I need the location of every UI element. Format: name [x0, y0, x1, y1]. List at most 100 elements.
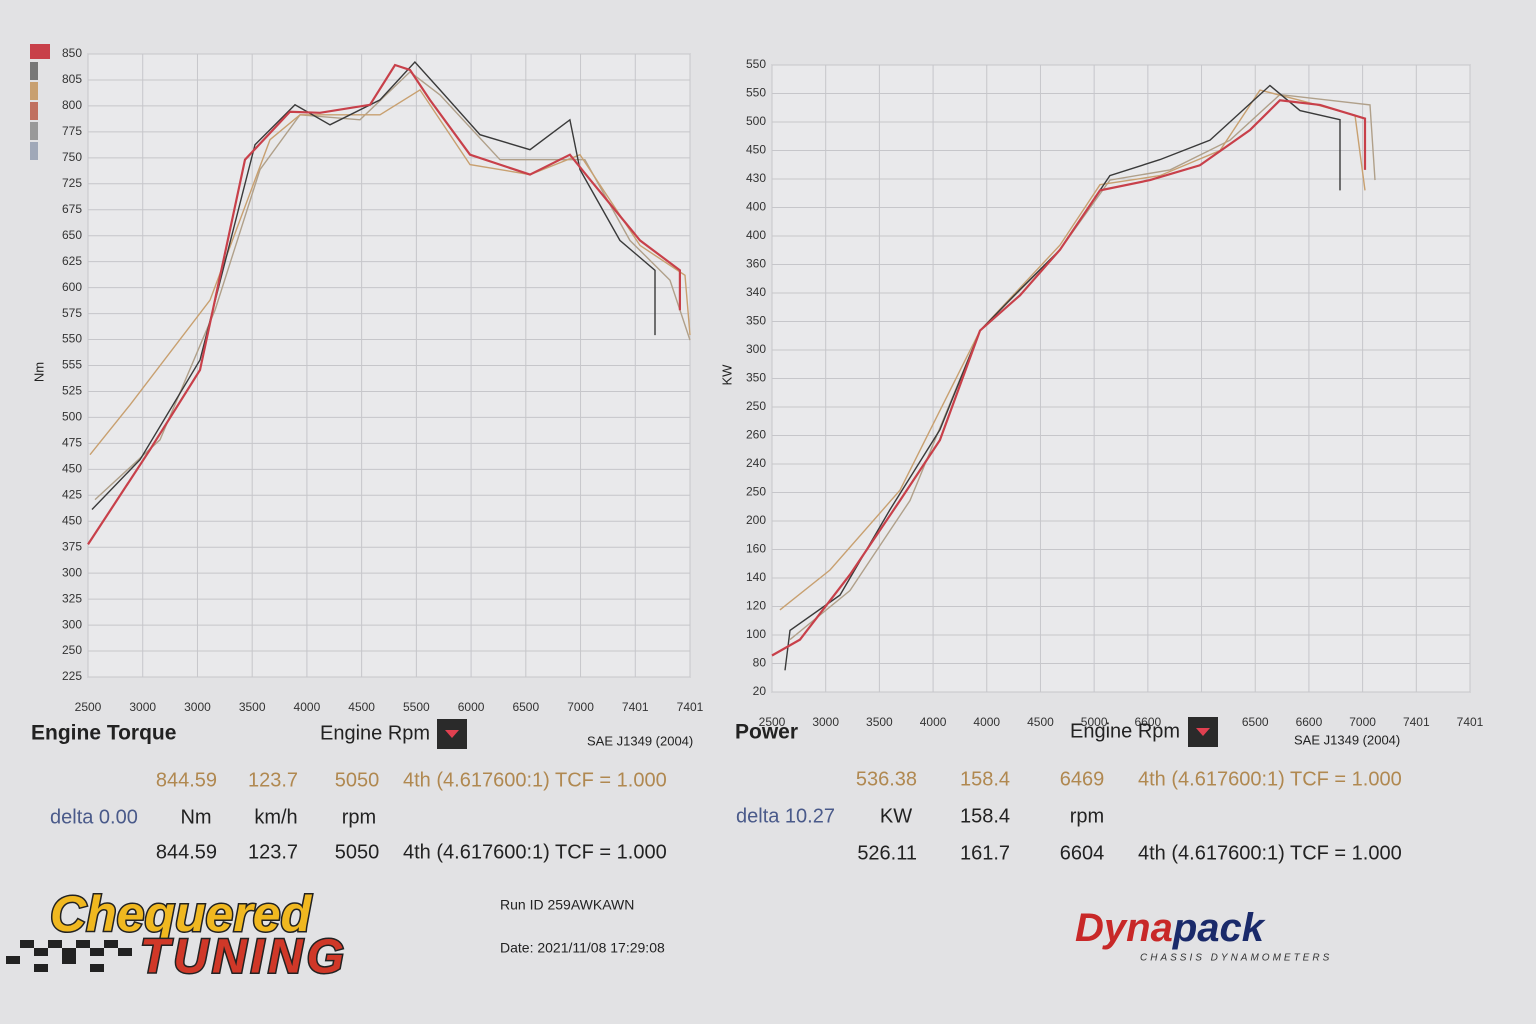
x-tick-label: 6600	[1296, 715, 1323, 729]
y-tick-label: 650	[62, 228, 82, 242]
readout-cursor: 844.59	[156, 769, 217, 791]
x-tick-label: 7000	[567, 700, 594, 714]
y-tick-label: 800	[62, 98, 82, 112]
series-line	[89, 88, 691, 456]
x-tick-label: 7401	[1457, 715, 1484, 729]
x-tick-label: 7401	[622, 700, 649, 714]
chart-title: Engine Torque	[31, 722, 176, 745]
x-tick-label: 7000	[1349, 715, 1376, 729]
y-tick-label: 160	[746, 542, 766, 556]
y-tick-label: 450	[62, 462, 82, 476]
readout-cursor: 123.7	[248, 769, 298, 791]
y-tick-label: 120	[746, 599, 766, 613]
y-tick-label: 300	[746, 342, 766, 356]
y-tick-label: 450	[746, 143, 766, 157]
y-axis-label: Nm	[31, 362, 46, 382]
x-tick-label: 6000	[458, 700, 485, 714]
y-tick-label: 200	[746, 513, 766, 527]
readout-reference: 6604	[1060, 842, 1105, 864]
x-tick-label: 7401	[1403, 715, 1430, 729]
readout-unit: 158.4	[960, 805, 1010, 827]
readout-cursor: 6469	[1060, 768, 1105, 790]
date: Date: 2021/11/08 17:29:08	[500, 940, 665, 956]
readout-reference: 123.7	[248, 841, 298, 863]
x-tick-label: 3000	[812, 715, 839, 729]
x-tick-label: 4500	[1027, 715, 1054, 729]
readout-delta: delta 0.00	[50, 806, 138, 828]
x-tick-label: 5500	[403, 700, 430, 714]
series-line	[771, 99, 1367, 657]
y-tick-label: 300	[62, 565, 82, 579]
x-tick-label: 3000	[129, 700, 156, 714]
y-tick-label: 850	[62, 46, 82, 60]
series-line	[87, 63, 681, 546]
standard-label: SAE J1349 (2004)	[587, 733, 693, 748]
x-tick-label: 4500	[348, 700, 375, 714]
y-tick-label: 450	[62, 513, 82, 527]
readout-reference: 5050	[335, 841, 380, 863]
series-line	[94, 70, 691, 501]
swatch	[30, 62, 38, 80]
y-axis-label: KW	[719, 364, 734, 386]
y-tick-label: 250	[746, 485, 766, 499]
x-axis-label: Engine Rpm	[320, 722, 430, 744]
y-tick-label: 500	[746, 114, 766, 128]
y-tick-label: 525	[62, 384, 82, 398]
readout-unit: rpm	[1070, 805, 1104, 827]
swatch	[30, 82, 38, 100]
y-tick-label: 340	[746, 285, 766, 299]
x-tick-label: 4000	[920, 715, 947, 729]
y-tick-label: 400	[746, 200, 766, 214]
y-tick-label: 475	[62, 436, 82, 450]
y-tick-label: 550	[746, 57, 766, 71]
y-tick-label: 500	[62, 410, 82, 424]
readout-reference: 4th (4.617600:1) TCF = 1.000	[1138, 842, 1402, 864]
readout-cursor: 5050	[335, 769, 380, 791]
x-axis-label: Engine Rpm	[1070, 720, 1180, 742]
y-tick-label: 775	[62, 124, 82, 138]
y-tick-label: 750	[62, 150, 82, 164]
chequered-logo: Chequered TUNING	[6, 885, 348, 985]
readout-unit: KW	[880, 805, 912, 827]
y-tick-label: 240	[746, 456, 766, 470]
run-id: Run ID 259AWKAWN	[500, 897, 634, 913]
series-line	[789, 93, 1376, 641]
swatch	[30, 142, 38, 160]
x-tick-label: 4000	[973, 715, 1000, 729]
x-tick-label: 7401	[677, 700, 704, 714]
y-tick-label: 140	[746, 570, 766, 584]
y-tick-label: 260	[746, 428, 766, 442]
dropdown-arrow	[1196, 728, 1210, 736]
readout-unit: Nm	[180, 806, 211, 828]
x-tick-label: 3500	[239, 700, 266, 714]
y-tick-label: 600	[62, 280, 82, 294]
y-tick-label: 375	[62, 539, 82, 553]
y-tick-label: 250	[746, 399, 766, 413]
y-tick-label: 725	[62, 176, 82, 190]
y-tick-label: 555	[62, 358, 82, 372]
y-tick-label: 250	[62, 643, 82, 657]
y-tick-label: 425	[62, 487, 82, 501]
y-tick-label: 625	[62, 254, 82, 268]
y-tick-label: 80	[753, 656, 767, 670]
x-tick-label: 3000	[184, 700, 211, 714]
dropdown-arrow	[445, 730, 459, 738]
y-tick-label: 400	[746, 228, 766, 242]
y-tick-label: 100	[746, 627, 766, 641]
readout-cursor: 536.38	[856, 768, 917, 790]
readout-reference: 4th (4.617600:1) TCF = 1.000	[403, 841, 667, 863]
y-tick-label: 350	[746, 371, 766, 385]
x-tick-label: 4000	[294, 700, 321, 714]
logo-dyna: Dyna	[1075, 906, 1173, 950]
y-tick-label: 300	[62, 617, 82, 631]
readout-reference: 526.11	[857, 842, 917, 864]
readout-cursor: 4th (4.617600:1) TCF = 1.000	[1138, 768, 1402, 790]
y-tick-label: 325	[62, 591, 82, 605]
y-tick-label: 675	[62, 202, 82, 216]
logo-tuning: TUNING	[140, 931, 348, 984]
y-tick-label: 550	[62, 332, 82, 346]
readout-cursor: 158.4	[960, 768, 1010, 790]
y-tick-label: 20	[753, 684, 767, 698]
